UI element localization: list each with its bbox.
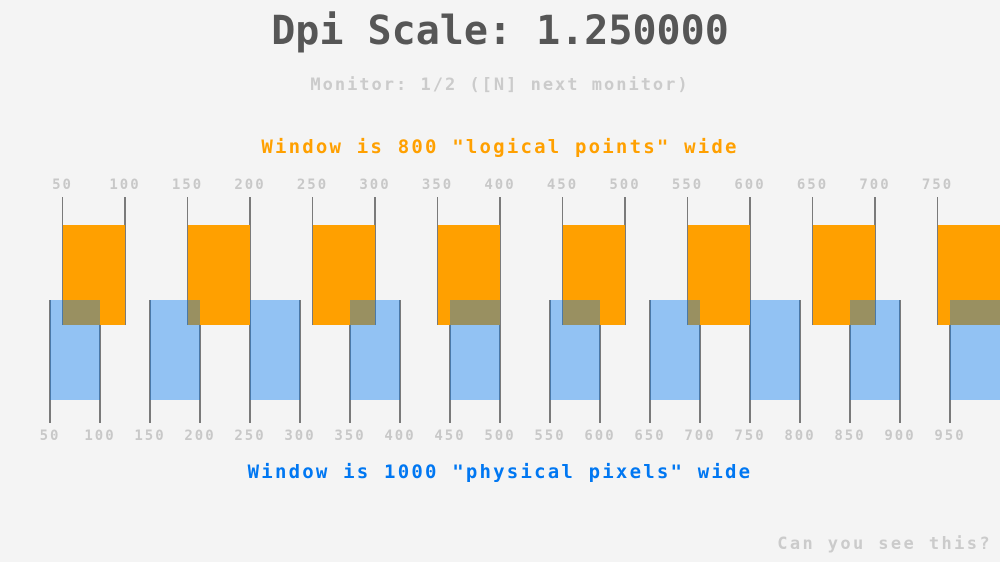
logical-points-bar [937, 225, 1000, 325]
physical-tick-label: 800 [784, 428, 816, 444]
physical-tick-label: 200 [184, 428, 216, 444]
physical-pixels-bar [50, 300, 100, 400]
physical-tick-line [249, 300, 251, 423]
physical-tick-line [499, 300, 501, 423]
physical-tick-line [349, 300, 351, 423]
logical-tick-line [124, 197, 126, 325]
logical-points-bar [187, 225, 250, 325]
monitor-status: Monitor: 1/2 ([N] next monitor) [310, 75, 690, 95]
physical-width-heading: Window is 1000 "physical pixels" wide [247, 461, 753, 483]
logical-tick-label: 400 [484, 177, 516, 193]
physical-tick-line [449, 300, 451, 423]
physical-pixels-bar [650, 300, 700, 400]
logical-tick-line [624, 197, 626, 325]
footer-question: Can you see this? [777, 534, 992, 554]
logical-tick-label: 650 [796, 177, 829, 193]
logical-tick-label: 300 [359, 177, 391, 193]
physical-tick-line [99, 300, 101, 423]
logical-tick-label: 100 [109, 177, 141, 193]
logical-tick-label: 550 [671, 177, 704, 193]
physical-tick-label: 100 [84, 428, 116, 444]
logical-width-heading: Window is 800 "logical points" wide [261, 136, 739, 158]
logical-tick-line [374, 197, 376, 325]
physical-pixels-bar [450, 300, 500, 400]
logical-points-bar [687, 225, 750, 325]
logical-tick-label: 600 [734, 177, 766, 193]
logical-tick-label: 350 [421, 177, 454, 193]
physical-tick-label: 550 [534, 428, 566, 444]
physical-tick-line [149, 300, 151, 423]
physical-pixels-bar [950, 300, 1000, 400]
logical-tick-line [499, 197, 501, 325]
logical-points-bar [437, 225, 500, 325]
physical-tick-label: 700 [684, 428, 716, 444]
logical-tick-label: 750 [921, 177, 954, 193]
logical-points-bar [312, 225, 375, 325]
physical-tick-line [599, 300, 601, 423]
physical-tick-line [899, 300, 901, 423]
physical-tick-label: 300 [284, 428, 316, 444]
logical-tick-label: 150 [171, 177, 204, 193]
physical-tick-line [749, 300, 751, 423]
physical-tick-label: 850 [834, 428, 866, 444]
physical-pixels-bar [750, 300, 800, 400]
physical-tick-label: 450 [434, 428, 466, 444]
physical-tick-label: 150 [134, 428, 166, 444]
physical-pixels-bar [250, 300, 300, 400]
physical-tick-line [649, 300, 651, 423]
logical-tick-label: 250 [296, 177, 329, 193]
logical-tick-label: 700 [859, 177, 891, 193]
logical-tick-line [749, 197, 751, 325]
physical-tick-line [49, 300, 51, 423]
physical-tick-line [799, 300, 801, 423]
logical-tick-label: 200 [234, 177, 266, 193]
physical-tick-line [399, 300, 401, 423]
logical-tick-line [874, 197, 876, 325]
physical-tick-line [549, 300, 551, 423]
physical-tick-line [199, 300, 201, 423]
physical-tick-label: 400 [384, 428, 416, 444]
physical-tick-label: 50 [39, 428, 61, 444]
physical-pixels-bar [350, 300, 400, 400]
logical-tick-label: 50 [52, 177, 73, 193]
physical-tick-label: 500 [484, 428, 516, 444]
physical-tick-label: 750 [734, 428, 766, 444]
logical-points-bar [812, 225, 875, 325]
physical-tick-label: 350 [334, 428, 366, 444]
logical-tick-line [249, 197, 251, 325]
logical-tick-label: 450 [546, 177, 579, 193]
physical-pixels-bar [550, 300, 600, 400]
physical-pixels-bar [150, 300, 200, 400]
physical-tick-line [949, 300, 951, 423]
physical-tick-label: 600 [584, 428, 616, 444]
physical-tick-line [849, 300, 851, 423]
physical-tick-line [699, 300, 701, 423]
logical-points-bar [62, 225, 125, 325]
physical-tick-label: 250 [234, 428, 266, 444]
physical-tick-label: 950 [934, 428, 966, 444]
physical-pixels-bar [850, 300, 900, 400]
logical-points-bar [562, 225, 625, 325]
physical-tick-label: 900 [884, 428, 916, 444]
physical-tick-label: 650 [634, 428, 666, 444]
physical-tick-line [299, 300, 301, 423]
logical-tick-label: 500 [609, 177, 641, 193]
page-title: Dpi Scale: 1.250000 [271, 8, 729, 54]
